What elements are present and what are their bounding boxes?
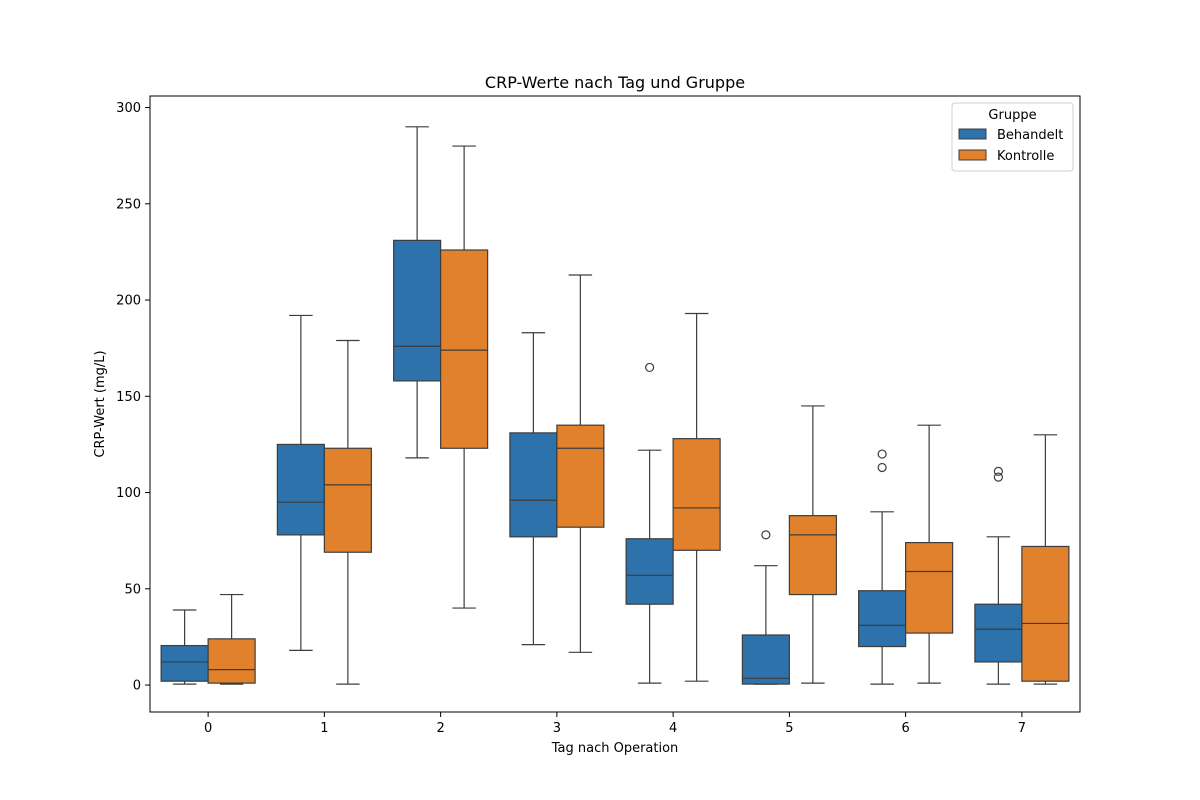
x-tick-label: 1 [320, 721, 328, 736]
outlier-point [993, 466, 1003, 476]
x-tick-label: 2 [436, 721, 444, 736]
box-kontrolle-4 [672, 312, 721, 682]
box-behandelt-5 [741, 530, 790, 685]
y-tick-label: 150 [116, 390, 141, 405]
box-kontrolle-0 [207, 593, 256, 685]
box-kontrolle-7 [1021, 434, 1070, 685]
box-iqr [905, 541, 954, 634]
y-tick-label: 200 [116, 294, 141, 309]
legend-label-kontrolle: Kontrolle [997, 149, 1054, 164]
box-kontrolle-6 [905, 424, 954, 684]
y-tick-label: 0 [133, 679, 141, 694]
legend-label-behandelt: Behandelt [997, 128, 1063, 143]
box-iqr [323, 447, 372, 553]
box-kontrolle-3 [556, 274, 605, 653]
outlier-point [877, 449, 887, 459]
x-tick-label: 6 [901, 721, 909, 736]
chart-title: CRP-Werte nach Tag und Gruppe [485, 73, 745, 92]
x-tick-label: 0 [204, 721, 212, 736]
box-iqr [207, 638, 256, 684]
box-behandelt-3 [509, 332, 558, 646]
box-iqr [160, 644, 209, 682]
axes-frame [149, 95, 1081, 713]
box-kontrolle-5 [788, 405, 837, 684]
y-axis-label: CRP-Wert (mg/L) [93, 350, 108, 457]
plot-area [160, 126, 1070, 685]
box-iqr [440, 249, 489, 449]
x-tick-label: 7 [1018, 721, 1026, 736]
y-axis: 0 50 100 150 200 250 300 [116, 101, 150, 694]
box-iqr [788, 515, 837, 596]
y-tick-label: 100 [116, 486, 141, 501]
box-kontrolle-1 [323, 339, 372, 685]
y-tick-label: 300 [116, 101, 141, 116]
outlier-point [761, 530, 771, 540]
x-tick-label: 3 [553, 721, 561, 736]
x-tick-label: 4 [669, 721, 677, 736]
box-iqr [1021, 545, 1070, 682]
box-iqr [393, 239, 442, 382]
box-behandelt-2 [393, 126, 442, 459]
outlier-point [645, 362, 655, 373]
y-tick-label: 50 [124, 582, 141, 597]
box-behandelt-6 [858, 449, 907, 685]
box-iqr [276, 443, 325, 536]
box-behandelt-0 [160, 609, 209, 685]
x-tick-label: 5 [785, 721, 793, 736]
box-iqr [509, 432, 558, 538]
box-iqr [974, 603, 1023, 663]
x-axis: 0 1 2 3 4 5 6 7 [204, 712, 1026, 736]
outlier-point [993, 472, 1003, 482]
box-behandelt-7 [974, 466, 1023, 685]
legend-title: Gruppe [988, 108, 1036, 123]
box-iqr [858, 590, 907, 648]
box-behandelt-1 [276, 314, 325, 652]
outlier-point [877, 462, 887, 473]
y-tick-label: 250 [116, 197, 141, 212]
box-behandelt-4 [625, 362, 674, 684]
box-iqr [556, 424, 605, 528]
box-iqr [625, 538, 674, 605]
box-kontrolle-2 [440, 145, 489, 609]
legend-swatch-behandelt [958, 128, 987, 140]
x-axis-label: Tag nach Operation [551, 741, 679, 756]
box-iqr [672, 438, 721, 551]
box-iqr [741, 634, 790, 685]
legend-swatch-kontrolle [958, 149, 987, 161]
legend: Gruppe Behandelt Kontrolle [951, 102, 1074, 172]
